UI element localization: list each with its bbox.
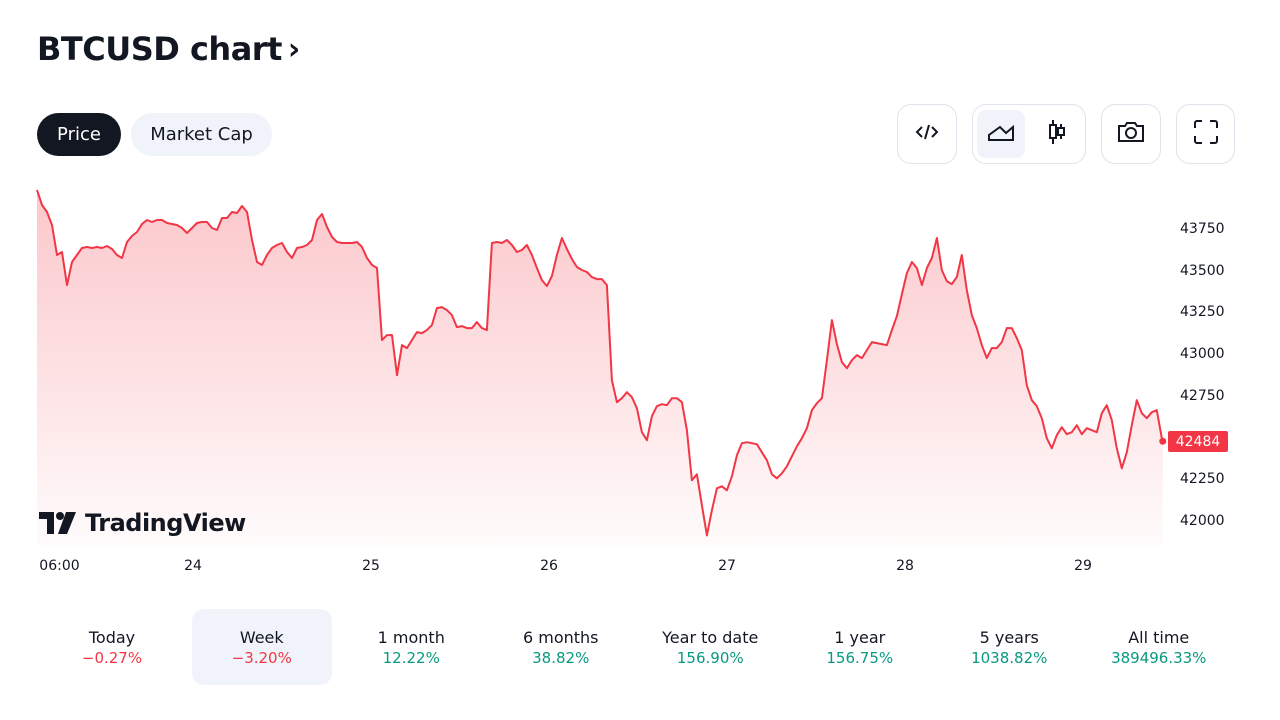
period-all-time[interactable]: All time 389496.33% (1089, 609, 1229, 685)
y-tick-label: 43250 (1180, 304, 1225, 321)
price-chart[interactable] (0, 0, 1280, 600)
y-tick-label: 42250 (1180, 471, 1225, 488)
tradingview-logo[interactable]: TradingView (39, 509, 246, 537)
period-label: 1 year (834, 627, 886, 647)
last-price-dot (1159, 437, 1167, 445)
period-today[interactable]: Today −0.27% (42, 609, 182, 685)
y-tick-label: 43500 (1180, 262, 1225, 279)
area-chart-icon (987, 122, 1015, 146)
fullscreen-icon (1193, 119, 1219, 149)
camera-icon (1116, 120, 1146, 148)
embed-button[interactable] (897, 104, 957, 164)
candlestick-icon (1047, 119, 1067, 149)
tab-market-cap[interactable]: Market Cap (131, 113, 272, 156)
price-line (36, 189, 1164, 537)
y-tick-label: 42750 (1180, 387, 1225, 404)
x-tick-label: 27 (718, 558, 736, 574)
last-price-label: 42484 (1168, 431, 1228, 452)
x-tick-label: 28 (896, 558, 914, 574)
period-change: −0.27% (81, 648, 143, 667)
logo-text: TradingView (85, 509, 246, 537)
page-title: BTCUSD chart (37, 30, 282, 68)
x-tick-label: 29 (1074, 558, 1092, 574)
x-tick-label: 26 (540, 558, 558, 574)
period-week[interactable]: Week −3.20% (192, 609, 332, 685)
x-tick-label: 24 (184, 558, 202, 574)
period-change: 156.75% (826, 648, 894, 667)
chart-title-link[interactable]: BTCUSD chart › (37, 30, 300, 68)
price-area-fill (37, 190, 1163, 545)
period-6-months[interactable]: 6 months 38.82% (491, 609, 631, 685)
tradingview-logo-icon (39, 512, 76, 534)
period-label: Today (88, 627, 136, 647)
period-change: 389496.33% (1111, 648, 1207, 667)
period-change: 1038.82% (971, 648, 1048, 667)
embed-code-icon (914, 122, 940, 146)
x-tick-label: 25 (362, 558, 380, 574)
period-1-year[interactable]: 1 year 156.75% (790, 609, 930, 685)
x-tick-label: 06:00 (39, 558, 80, 574)
period-year-to-date[interactable]: Year to date 156.90% (641, 609, 781, 685)
period-selector: Today −0.27% Week −3.20% 1 month 12.22% 6 m… (42, 609, 1239, 685)
snapshot-button[interactable] (1101, 104, 1161, 164)
period-label: 6 months (522, 627, 599, 647)
tab-price[interactable]: Price (37, 113, 121, 156)
period-change: −3.20% (231, 648, 292, 667)
period-label: 5 years (979, 627, 1039, 647)
period-change: 12.22% (382, 648, 440, 667)
period-label: Year to date (662, 627, 759, 647)
period-1-month[interactable]: 1 month 12.22% (342, 609, 482, 685)
chevron-right-icon: › (287, 31, 300, 67)
period-label: Week (239, 627, 284, 647)
y-tick-label: 43750 (1180, 221, 1225, 237)
period-label: All time (1128, 627, 1190, 647)
period-change: 156.90% (676, 648, 744, 667)
chart-type-group (972, 104, 1086, 164)
period-change: 38.82% (532, 648, 590, 667)
candlestick-button[interactable] (1033, 110, 1081, 158)
period-label: 1 month (377, 627, 445, 647)
fullscreen-button[interactable] (1176, 104, 1235, 164)
y-tick-label: 43000 (1180, 346, 1225, 363)
y-tick-label: 42000 (1180, 513, 1225, 529)
period-5-years[interactable]: 5 years 1038.82% (940, 609, 1080, 685)
area-chart-button[interactable] (977, 110, 1025, 158)
